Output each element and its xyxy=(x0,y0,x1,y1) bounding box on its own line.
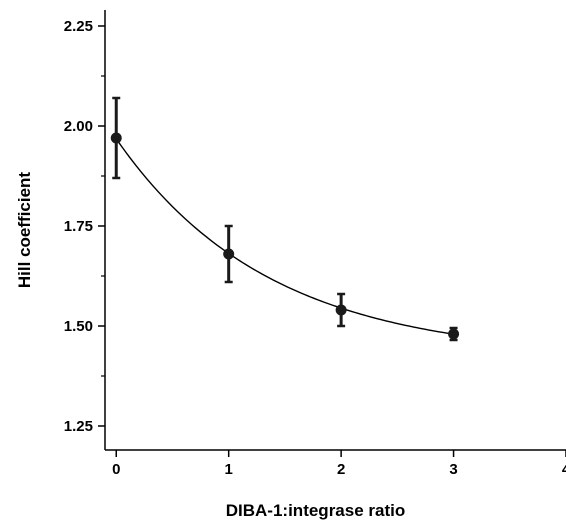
x-tick-label: 1 xyxy=(225,461,233,478)
y-tick-label: 1.50 xyxy=(64,318,93,335)
data-point-group xyxy=(448,326,460,342)
x-tick-label: 2 xyxy=(337,461,345,478)
data-point xyxy=(110,132,122,144)
y-axis-title: Hill coefficient xyxy=(15,172,34,289)
x-tick-label: 0 xyxy=(112,461,120,478)
fit-curve-group xyxy=(115,138,454,335)
data-point-group xyxy=(335,292,347,328)
y-tick-label: 1.25 xyxy=(64,418,93,435)
data-points xyxy=(110,96,460,342)
data-point xyxy=(335,304,347,316)
y-tick-label: 2.00 xyxy=(64,118,93,135)
data-point xyxy=(223,248,235,260)
fit-curve xyxy=(115,138,454,335)
y-tick-label: 1.75 xyxy=(64,218,93,235)
data-point-group xyxy=(110,96,122,180)
y-axis-ticks: 1.25 1.50 1.75 2.00 2.25 xyxy=(64,18,105,435)
x-axis-title: DIBA-1:integrase ratio xyxy=(226,501,405,520)
y-tick-label: 2.25 xyxy=(64,18,93,35)
axes xyxy=(104,10,566,451)
data-point xyxy=(448,328,460,340)
data-point-group xyxy=(223,224,235,284)
x-tick-label: 3 xyxy=(449,461,457,478)
x-tick-label: 4 xyxy=(562,461,566,478)
x-axis-ticks: 0 1 2 3 4 xyxy=(112,450,566,478)
